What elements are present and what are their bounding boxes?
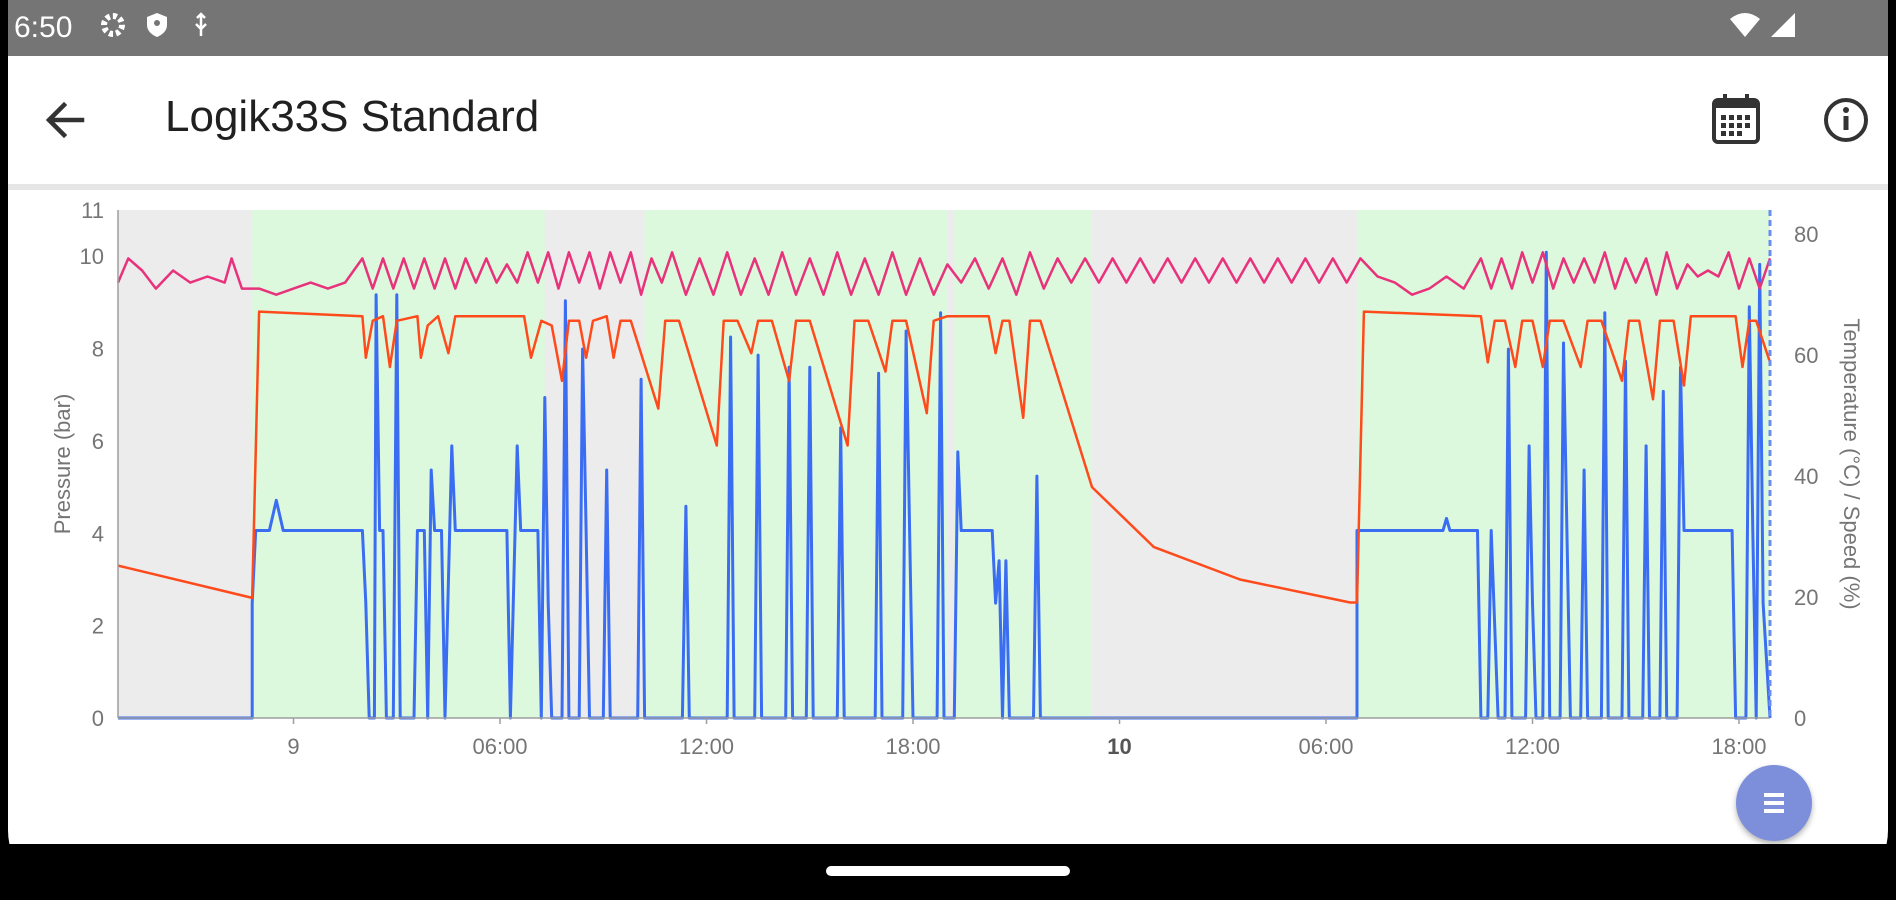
x-tick-label: 18:00	[1711, 734, 1766, 759]
app-bar: Logik33S Standard	[8, 56, 1888, 190]
page-title: Logik33S Standard	[165, 92, 540, 141]
info-button[interactable]	[1816, 90, 1876, 150]
series-line-pressure	[117, 310, 1772, 604]
signal-icon	[1768, 10, 1798, 48]
y-tick-label: 11	[81, 198, 104, 223]
y-tick-label: 2	[92, 614, 104, 639]
chart: 0 2 4 6 8 10 11 0 20 40 60 80 9 06:00 12:00 18:00 10 06:0…	[50, 198, 1864, 759]
wifi-icon	[1728, 10, 1762, 48]
x-tick-label: 12:00	[1505, 734, 1560, 759]
x-tick-label: 9	[287, 734, 299, 759]
shield-icon	[142, 10, 172, 48]
series-line-temperature	[116, 251, 1772, 296]
y-tick-label: 6	[92, 429, 104, 454]
arrow-left-icon	[38, 101, 94, 152]
y-tick-label: 0	[92, 706, 104, 731]
status-bar: 6:50	[8, 0, 1888, 56]
y2-tick-label: 20	[1794, 585, 1818, 610]
x-tick-label: 06:00	[472, 734, 527, 759]
calendar-icon	[1706, 94, 1766, 154]
x-tick-label: 18:00	[885, 734, 940, 759]
menu-fab[interactable]	[1736, 765, 1812, 841]
y-tick-label: 10	[80, 244, 104, 269]
running-period	[954, 210, 1092, 718]
y2-tick-label: 0	[1794, 706, 1806, 731]
y2-tick-label: 60	[1794, 343, 1818, 368]
x-tick-label: 12:00	[679, 734, 734, 759]
menu-icon	[1736, 793, 1812, 845]
status-time: 6:50	[14, 11, 73, 44]
navigation-bar	[0, 844, 1896, 900]
usb-icon	[186, 10, 216, 48]
y-tick-label: 4	[92, 521, 104, 546]
info-icon	[1816, 98, 1876, 154]
x-tick-label: 10	[1107, 734, 1131, 759]
y2-tick-label: 80	[1794, 222, 1818, 247]
y2-axis-label: Temperature (°C) / Speed (%)	[1839, 318, 1864, 609]
gear-icon	[98, 10, 128, 48]
y-axis-label: Pressure (bar)	[50, 394, 75, 535]
home-handle[interactable]	[826, 866, 1070, 876]
back-button[interactable]	[38, 92, 94, 148]
calendar-button[interactable]	[1706, 90, 1766, 150]
chart-container: 0 2 4 6 8 10 11 0 20 40 60 80 9 06:00 12:00 18:00 10 06:0…	[8, 196, 1888, 776]
y-tick-label: 8	[92, 337, 104, 362]
y2-tick-label: 40	[1794, 464, 1818, 489]
x-tick-label: 06:00	[1298, 734, 1353, 759]
device-screen: 6:50 Logik33S Standar	[8, 0, 1888, 900]
